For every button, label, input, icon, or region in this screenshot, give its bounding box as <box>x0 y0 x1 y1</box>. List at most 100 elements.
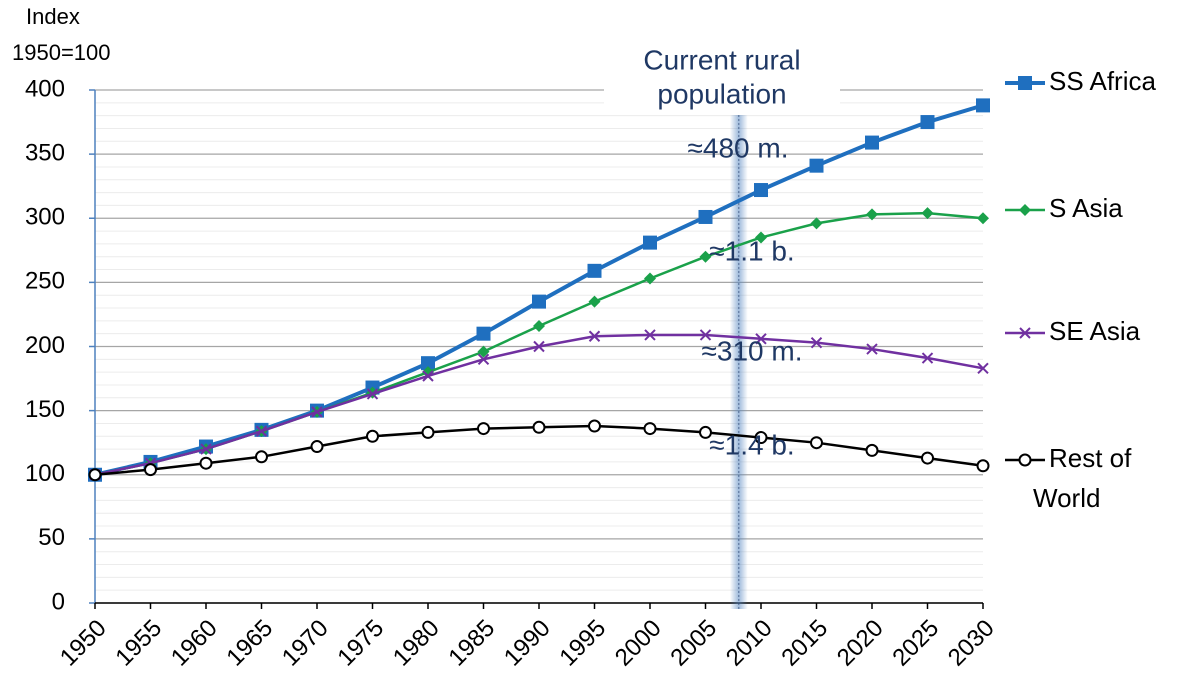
marker <box>699 250 712 263</box>
marker <box>532 420 546 434</box>
marker <box>644 329 656 341</box>
legend-marker <box>1018 76 1032 90</box>
legend-label: S Asia <box>1049 193 1123 223</box>
x-tick-label: 1985 <box>443 615 500 672</box>
marker <box>588 419 601 433</box>
annotation: ≈1.4 b. <box>709 429 794 460</box>
highlight-band <box>729 115 748 609</box>
y-tick-label: 0 <box>52 588 65 615</box>
legend-marker <box>1019 327 1031 339</box>
x-tick-label: 2015 <box>776 615 833 672</box>
marker <box>477 353 490 366</box>
marker <box>88 468 102 482</box>
marker <box>977 362 989 375</box>
marker <box>921 451 934 465</box>
marker <box>643 422 657 436</box>
x-tick-label: 2000 <box>610 615 667 672</box>
marker <box>976 459 990 473</box>
marker <box>588 330 601 342</box>
marker <box>643 235 657 250</box>
x-tick-label: 1960 <box>166 615 223 672</box>
x-tick-label: 2030 <box>943 615 1000 672</box>
marker <box>644 272 656 285</box>
marker <box>809 158 824 173</box>
marker <box>976 98 990 113</box>
marker <box>921 207 934 220</box>
legend-label-line: Rest of <box>1049 443 1132 473</box>
annotation: population <box>657 78 786 109</box>
legend-marker <box>1019 204 1031 216</box>
x-tick-label: 1995 <box>554 615 611 672</box>
x-tick-label: 2020 <box>832 615 889 672</box>
annotation-bg <box>604 79 840 113</box>
y-tick-label: 100 <box>25 460 65 487</box>
y-tick-label: 50 <box>38 524 65 551</box>
marker <box>199 456 213 470</box>
marker <box>755 333 767 345</box>
marker <box>865 443 879 457</box>
marker <box>865 135 879 150</box>
marker <box>255 450 268 464</box>
annotation: ≈310 m. <box>702 335 803 366</box>
marker <box>810 336 823 349</box>
annotation-bg <box>604 45 840 79</box>
series-line <box>94 211 984 476</box>
legend-label-line: World <box>1033 483 1100 513</box>
marker <box>421 425 435 439</box>
legend-marker <box>1018 453 1032 467</box>
marker <box>698 209 713 224</box>
y-label: Index <box>26 4 80 29</box>
marker <box>255 425 268 437</box>
series <box>89 329 989 481</box>
marker <box>533 340 545 353</box>
marker <box>754 431 768 445</box>
x-tick-label: 2010 <box>721 615 778 672</box>
x-tick-label: 1950 <box>55 615 112 672</box>
series-line <box>94 103 984 477</box>
marker <box>920 115 935 130</box>
marker <box>921 352 934 364</box>
marker <box>533 319 545 332</box>
y-tick-label: 150 <box>25 396 65 423</box>
legend-label: SS Africa <box>1049 66 1156 96</box>
marker <box>754 183 768 198</box>
x-tick-label: 1965 <box>221 615 278 672</box>
marker <box>366 388 379 400</box>
x-tick-label: 1970 <box>277 615 334 672</box>
marker <box>866 208 878 221</box>
marker <box>477 345 490 358</box>
marker <box>310 440 324 454</box>
marker <box>587 263 602 278</box>
marker <box>421 356 435 371</box>
marker <box>144 463 157 477</box>
x-tick-label: 2025 <box>887 615 944 672</box>
series <box>88 419 990 482</box>
annotation: ≈1.1 b. <box>709 235 794 266</box>
annotation: Current rural <box>643 44 800 75</box>
marker <box>366 429 379 443</box>
y-tick-label: 250 <box>25 268 65 295</box>
marker <box>200 443 212 455</box>
marker <box>699 425 712 439</box>
x-tick-label: 1955 <box>110 615 167 672</box>
legend-label: Rest of World <box>1033 443 1132 513</box>
marker <box>866 343 878 355</box>
series-line <box>94 333 984 476</box>
annotation: ≈480 m. <box>688 132 789 163</box>
marker <box>476 326 491 341</box>
marker <box>810 436 823 450</box>
y-tick-label: 300 <box>25 204 65 231</box>
marker <box>477 422 490 436</box>
marker <box>588 295 601 308</box>
marker <box>532 294 546 309</box>
y-label: 1950=100 <box>12 40 111 65</box>
marker <box>311 406 323 418</box>
marker <box>699 329 712 341</box>
x-tick-label: 1980 <box>388 615 445 672</box>
x-tick-label: 2005 <box>665 615 722 672</box>
x-tick-label: 1975 <box>332 615 389 672</box>
legend-label: SE Asia <box>1049 316 1141 346</box>
y-tick-label: 400 <box>25 75 65 102</box>
